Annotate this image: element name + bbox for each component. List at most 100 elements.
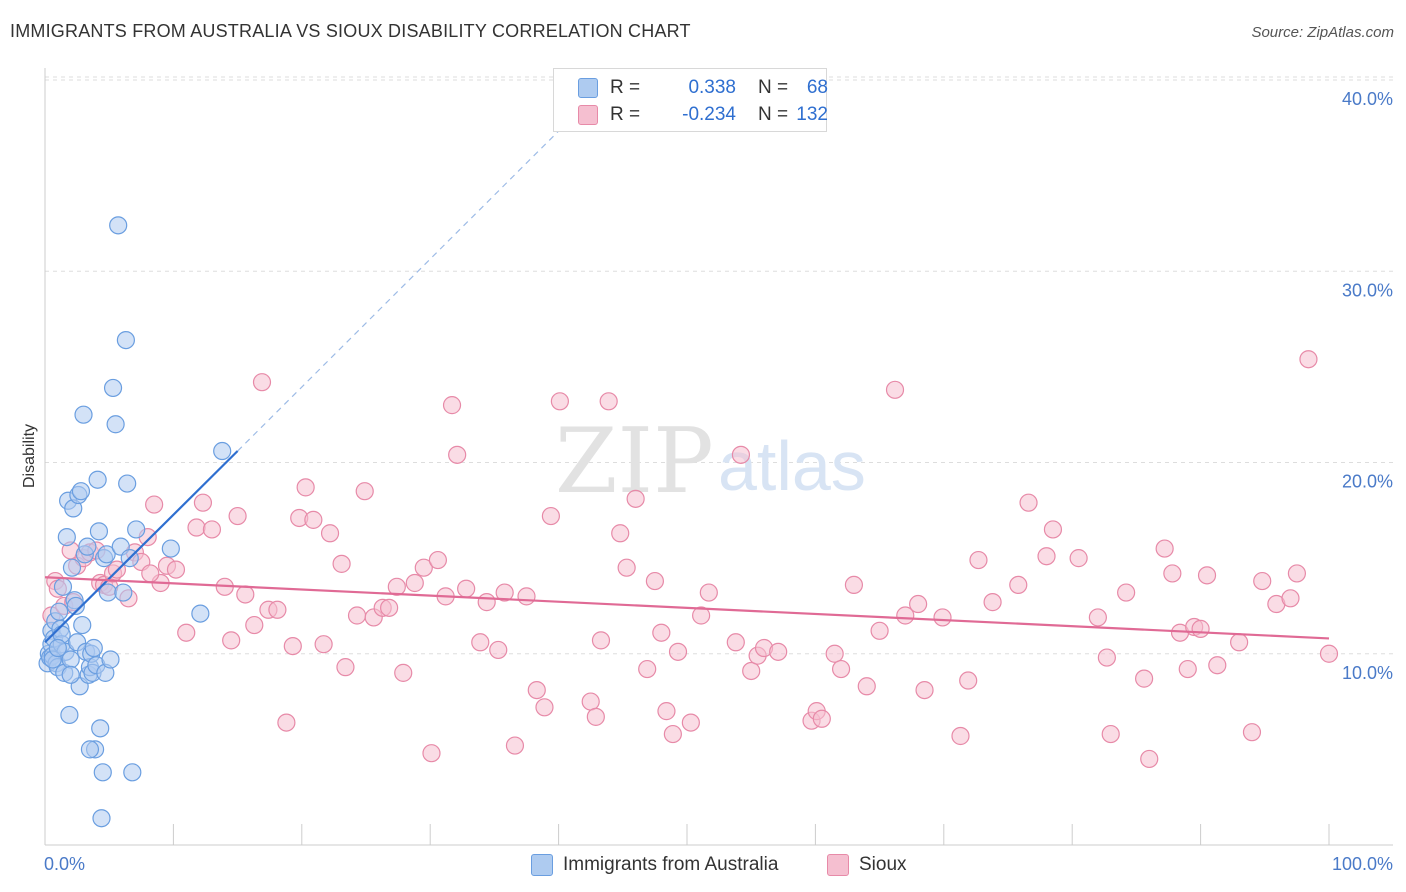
australia-point (60, 705, 79, 725)
sioux-point (1140, 749, 1159, 769)
sioux-point (541, 506, 560, 526)
sioux-point (304, 510, 323, 529)
sioux-point (933, 608, 952, 627)
sioux-point (177, 623, 196, 642)
x-tick-label-max: 100.0% (1332, 854, 1393, 874)
sioux-point (1097, 648, 1116, 667)
sioux-point (870, 621, 889, 640)
sioux-point (915, 680, 934, 700)
bottom-legend-australia[interactable]: Immigrants from Australia (531, 852, 811, 878)
sioux-point (1163, 564, 1182, 583)
australia-point (91, 719, 110, 738)
sioux-point (527, 680, 546, 700)
sioux-point (652, 623, 671, 642)
sioux-point (283, 636, 302, 656)
sioux-point (699, 583, 718, 602)
source-label: Source: ZipAtlas.com (1251, 24, 1394, 41)
bottom-legend-swatch-australia (531, 854, 553, 876)
correlation-legend: R = 0.338 N = 68 R = -0.234 N = 132 (553, 68, 828, 132)
sioux-point (1155, 539, 1174, 558)
sioux-point (692, 606, 711, 625)
sioux-point (1019, 493, 1038, 512)
sioux-point (599, 392, 618, 411)
legend-swatch-sioux (578, 105, 598, 125)
sioux-point (296, 478, 315, 497)
australia-point (84, 638, 103, 658)
sioux-point (825, 644, 844, 663)
bottom-legend-label-sioux: Sioux (859, 854, 907, 875)
grid-lines (45, 76, 1393, 655)
sioux-point (1281, 589, 1300, 608)
bottom-legend-sioux[interactable]: Sioux (827, 852, 927, 878)
sioux-point (1287, 564, 1307, 583)
sioux-point (617, 558, 636, 577)
sioux-point (355, 482, 374, 501)
sioux-point (742, 661, 761, 681)
trend-lines (44, 117, 1330, 644)
tick-labels: 10.0% 20.0% 30.0% 40.0% 0.0% 100.0% (44, 89, 1393, 874)
y-tick-label: 10.0% (1342, 663, 1393, 683)
sioux-point (591, 631, 611, 650)
australia-point (62, 558, 82, 577)
sioux-point (535, 698, 554, 717)
sioux-point (1069, 549, 1088, 568)
australia-point (78, 537, 97, 556)
australia-point (80, 740, 100, 759)
bottom-legend-swatch-sioux (827, 854, 849, 876)
sioux-point (726, 633, 745, 652)
australia-point (61, 665, 80, 684)
sioux-point (141, 564, 160, 583)
legend-swatch-australia (578, 78, 598, 98)
australia-point (191, 604, 210, 623)
sioux-point (347, 606, 367, 625)
sioux-point (1009, 575, 1028, 595)
australia-point (127, 520, 146, 539)
sioux-point (405, 573, 424, 593)
sioux-point (387, 577, 406, 596)
sioux-point (831, 659, 851, 679)
y-tick-label: 40.0% (1342, 89, 1393, 109)
australia-point (88, 470, 107, 489)
sioux-point (896, 606, 915, 625)
sioux-point (663, 724, 682, 744)
sioux-point (1117, 583, 1136, 602)
sioux-point (422, 744, 441, 763)
australia-point (116, 331, 135, 350)
sioux-point (1178, 659, 1197, 679)
australia-point (103, 378, 123, 398)
sioux-point (1037, 547, 1056, 566)
legend-n-value-australia: 68 (806, 77, 828, 98)
sioux-point (959, 671, 978, 690)
sioux-point (489, 640, 508, 660)
sioux-point (1135, 669, 1154, 688)
sioux-point (611, 524, 630, 543)
sioux-point (681, 713, 700, 732)
sioux-point (517, 587, 536, 606)
sioux-point (394, 663, 413, 682)
australia-point (161, 539, 180, 558)
sioux-point (1101, 724, 1120, 744)
sioux-point (857, 677, 876, 696)
australia-point (71, 482, 91, 501)
sioux-point (769, 642, 788, 661)
australia-trend-extension (237, 117, 572, 452)
watermark-atlas: atlas (718, 427, 866, 505)
australia-points (38, 216, 232, 828)
sioux-point (581, 692, 600, 711)
australia-point (92, 809, 111, 828)
australia-point (48, 638, 67, 658)
sioux-point (252, 373, 272, 392)
sioux-point (657, 702, 676, 721)
sioux-point (477, 593, 496, 612)
sioux-point (336, 658, 355, 677)
sioux-point (187, 518, 206, 537)
sioux-point (1299, 350, 1318, 369)
chart-title: IMMIGRANTS FROM AUSTRALIA VS SIOUX DISAB… (10, 21, 691, 41)
sioux-point (812, 709, 831, 728)
sioux-point (428, 550, 448, 570)
australia-point (109, 216, 128, 235)
australia-point (57, 527, 76, 547)
sioux-point (471, 633, 490, 652)
australia-point (93, 763, 112, 782)
sioux-point (550, 392, 569, 411)
